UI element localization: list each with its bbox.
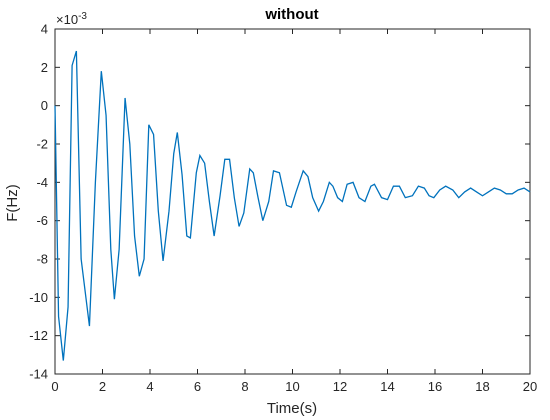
y-tick-label: -6 — [36, 213, 48, 228]
y-axis: -14 -12 -10 -8 -6 -4 -2 0 2 4 — [29, 22, 530, 382]
y-tick-label: -12 — [29, 328, 48, 343]
x-tick-label: 8 — [241, 379, 248, 394]
y-tick-label: -10 — [29, 290, 48, 305]
x-tick-label: 16 — [428, 379, 442, 394]
x-tick-label: 2 — [99, 379, 106, 394]
x-tick-label: 14 — [380, 379, 394, 394]
y-tick-label: -14 — [29, 367, 48, 382]
series-line — [54, 50, 531, 361]
y-axis-exponent: ×10-3 — [56, 11, 87, 27]
x-tick-label: 18 — [475, 379, 489, 394]
y-exponent-power: -3 — [78, 11, 87, 22]
x-tick-label: 4 — [146, 379, 153, 394]
x-tick-label: 20 — [523, 379, 537, 394]
y-tick-label: 0 — [41, 98, 48, 113]
x-tick-label: 10 — [285, 379, 299, 394]
y-tick-label: -2 — [36, 137, 48, 152]
y-tick-label: 4 — [41, 22, 48, 37]
x-tick-label: 12 — [333, 379, 347, 394]
x-tick-label: 0 — [51, 379, 58, 394]
y-axis-label: F(Hz) — [4, 184, 21, 222]
y-exponent-base: ×10 — [56, 12, 78, 27]
x-tick-label: 6 — [194, 379, 201, 394]
y-tick-label: 2 — [41, 60, 48, 75]
x-axis: 0 2 4 6 8 10 12 14 16 18 20 — [51, 29, 537, 394]
y-tick-label: -4 — [36, 175, 48, 190]
svg-text:×10-3: ×10-3 — [56, 11, 87, 27]
y-tick-label: -8 — [36, 252, 48, 267]
chart-title: without — [264, 6, 318, 23]
x-axis-label: Time(s) — [267, 400, 317, 417]
